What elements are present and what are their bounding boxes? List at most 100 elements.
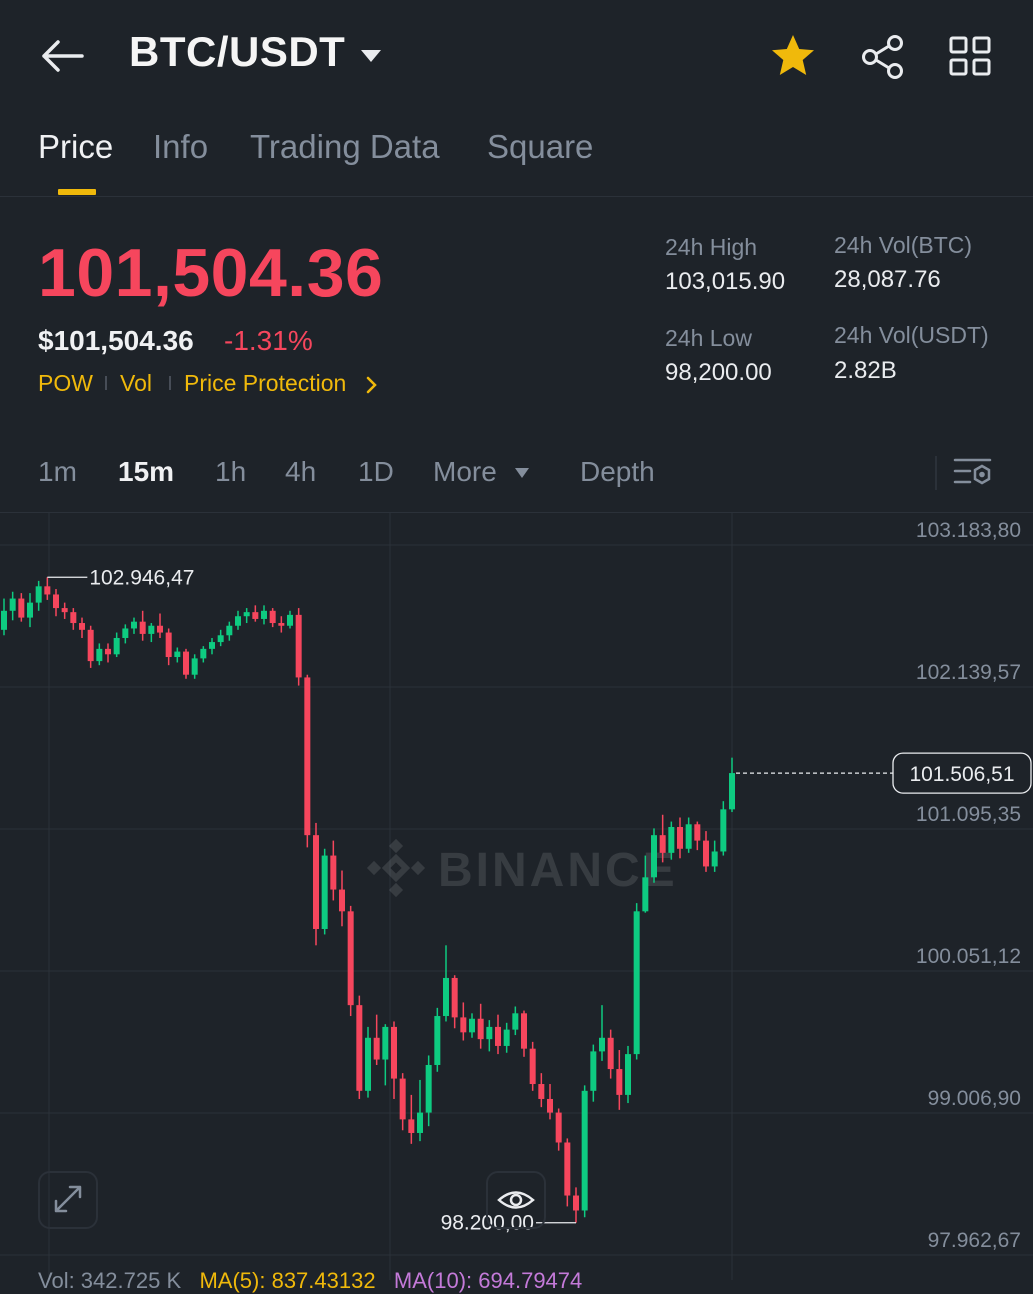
candle-body <box>408 1119 415 1133</box>
candle <box>313 822 319 946</box>
candle <box>547 1084 553 1120</box>
candle-body <box>529 1048 536 1085</box>
candle-body <box>365 1037 371 1091</box>
candle <box>183 648 189 679</box>
tag-price-protection[interactable]: Price Protection <box>184 370 347 396</box>
candle <box>330 840 337 901</box>
candle <box>573 1187 579 1223</box>
candle <box>174 647 181 663</box>
candle <box>27 593 33 628</box>
binance-watermark: BINANCE <box>366 838 678 898</box>
candle <box>642 855 649 913</box>
candle-body <box>261 610 267 619</box>
candle-body <box>538 1084 545 1099</box>
candle <box>659 814 666 863</box>
candle-body <box>642 877 649 912</box>
depth-tab[interactable]: Depth <box>580 456 655 487</box>
candle <box>720 801 727 856</box>
caret-down-icon[interactable] <box>514 466 530 478</box>
price-tick-label: 102.139,57 <box>916 661 1021 684</box>
candle <box>217 629 224 647</box>
candle-body <box>174 651 181 658</box>
candle <box>399 1073 406 1131</box>
candle-body <box>252 612 259 619</box>
candle-body <box>391 1026 397 1079</box>
favorite-star-icon[interactable] <box>769 33 817 79</box>
candle <box>44 577 51 600</box>
expand-icon <box>54 1185 82 1213</box>
chevron-right-icon[interactable] <box>365 374 379 396</box>
candle <box>122 624 129 644</box>
tag-separator <box>169 376 171 390</box>
interval-1h[interactable]: 1h <box>215 456 247 487</box>
interval-1d[interactable]: 1D <box>358 456 394 487</box>
interval-15m[interactable]: 15m <box>118 456 175 487</box>
visibility-toggle-button[interactable] <box>486 1171 546 1229</box>
tab-info[interactable]: Info <box>153 128 209 165</box>
candle <box>191 654 198 679</box>
current-price-label: 101.506,51 <box>909 763 1014 786</box>
candle-body <box>122 628 129 638</box>
candle-body <box>590 1051 597 1091</box>
candle-body <box>18 598 25 618</box>
candle <box>200 646 207 663</box>
candle-body <box>200 648 207 659</box>
candle-body <box>105 648 111 655</box>
last-price: 101,504.36 <box>38 235 384 311</box>
candle <box>321 848 328 935</box>
tab-square[interactable]: Square <box>487 128 594 165</box>
candle-body <box>191 658 198 675</box>
candle <box>538 1073 545 1108</box>
back-arrow-icon[interactable] <box>38 36 86 76</box>
candle-body <box>356 1005 363 1091</box>
share-icon[interactable] <box>858 33 908 81</box>
candle <box>625 1045 631 1104</box>
stat-24h-vol-usdt-label: 24h Vol(USDT) <box>834 322 989 348</box>
divider <box>935 456 937 490</box>
divider <box>0 196 1033 197</box>
tag-vol[interactable]: Vol <box>120 370 152 396</box>
interval-4h[interactable]: 4h <box>285 456 317 487</box>
interval-more[interactable]: More <box>433 456 497 487</box>
candle-body <box>555 1112 562 1143</box>
candle <box>581 1085 588 1218</box>
candle <box>1 598 7 636</box>
candle <box>61 602 68 619</box>
tab-price[interactable]: Price <box>38 128 114 165</box>
usd-price: $101,504.36 <box>38 325 194 356</box>
candle-body <box>183 651 189 675</box>
candle-body <box>399 1078 406 1120</box>
chart-grid <box>0 513 1033 1280</box>
candle <box>616 1050 623 1110</box>
candle-body <box>148 625 155 634</box>
tab-trading-data[interactable]: Trading Data <box>250 128 440 165</box>
candlestick-chart[interactable]: BINANCE 103.183,80102.139,57101.095,3510… <box>0 513 1033 1280</box>
candle-body <box>217 635 224 643</box>
candle-body <box>79 623 85 630</box>
candle-body <box>113 637 120 655</box>
interval-1m[interactable]: 1m <box>38 456 77 487</box>
candle-body <box>87 629 94 662</box>
pair-selector[interactable]: BTC/USDT <box>129 28 346 75</box>
eye-icon <box>497 1191 535 1209</box>
chart-settings-icon[interactable] <box>952 455 994 491</box>
candle-body <box>659 835 666 853</box>
caret-down-icon[interactable] <box>360 48 382 64</box>
watermark-text: BINANCE <box>438 844 678 897</box>
candle-body <box>61 608 68 613</box>
candle-body <box>521 1013 527 1049</box>
candle-body <box>209 642 215 649</box>
candle <box>87 625 94 668</box>
high-marker-label: 102.946,47 <box>89 566 194 589</box>
candle <box>148 623 155 643</box>
candle <box>529 1041 536 1091</box>
candle-body <box>417 1112 423 1133</box>
candle-body <box>607 1037 614 1070</box>
candle-body <box>313 835 319 929</box>
candle <box>53 589 59 617</box>
candle <box>599 1005 605 1061</box>
tag-pow[interactable]: POW <box>38 370 93 396</box>
apps-grid-icon[interactable] <box>948 35 992 77</box>
price-tick-label: 101.095,35 <box>916 803 1021 826</box>
fullscreen-button[interactable] <box>38 1171 98 1229</box>
